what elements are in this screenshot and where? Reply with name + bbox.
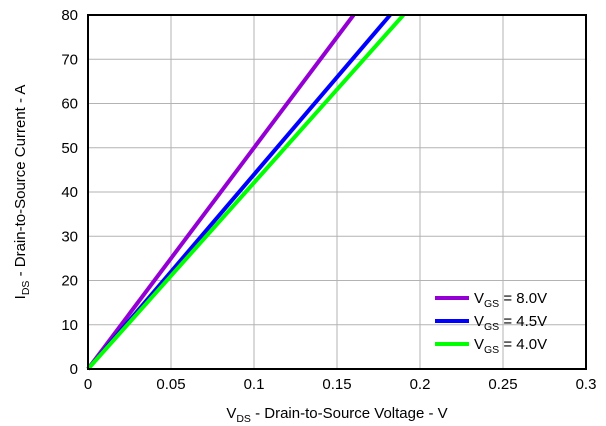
legend-label-rest: = 8.0V bbox=[499, 290, 547, 307]
legend-label-subscript: GS bbox=[484, 298, 499, 310]
y-tick-label: 40 bbox=[61, 184, 78, 201]
y-tick-label: 80 bbox=[61, 7, 78, 24]
x-axis-label: VDS - Drain-to-Source Voltage - V bbox=[226, 405, 447, 425]
x-tick-label: 0 bbox=[84, 376, 92, 393]
y-axis-label: IDS - Drain-to-Source Current - A bbox=[12, 85, 32, 300]
legend-entry-vgs-8-0v: VGS = 8.0V bbox=[435, 290, 547, 310]
x-tick-label: 0.15 bbox=[322, 376, 351, 393]
x-axis-label-main: V bbox=[226, 405, 236, 422]
y-tick-label: 30 bbox=[61, 228, 78, 245]
y-tick-label: 50 bbox=[61, 140, 78, 157]
y-tick-label: 20 bbox=[61, 273, 78, 290]
legend-label-vgs-4-0v: VGS = 4.0V bbox=[474, 336, 547, 356]
x-tick-label: 0.3 bbox=[576, 376, 597, 393]
legend-label-main: V bbox=[474, 336, 484, 353]
x-tick-label: 0.1 bbox=[244, 376, 265, 393]
grid bbox=[88, 15, 586, 369]
legend-label-main: V bbox=[474, 290, 484, 307]
legend-entry-vgs-4-5v: VGS = 4.5V bbox=[435, 313, 547, 333]
series-line-0 bbox=[86, 13, 356, 371]
y-axis-label-rest: - Drain-to-Source Current - A bbox=[12, 85, 29, 281]
x-tick-label: 0.25 bbox=[488, 376, 517, 393]
x-axis-label-subscript: DS bbox=[236, 413, 251, 425]
legend: VGS = 8.0V VGS = 4.5V VGS = 4.0V bbox=[435, 290, 547, 356]
plot-frame bbox=[87, 14, 587, 370]
y-tick-label: 60 bbox=[61, 96, 78, 113]
legend-label-vgs-4-5v: VGS = 4.5V bbox=[474, 313, 547, 333]
legend-label-rest: = 4.0V bbox=[499, 336, 547, 353]
legend-label-rest: = 4.5V bbox=[499, 313, 547, 330]
y-tick-label: 70 bbox=[61, 51, 78, 68]
y-axis-label-main: I bbox=[12, 295, 29, 299]
y-tick-labels: 0 10 20 30 40 50 60 70 80 bbox=[61, 7, 78, 378]
series-line-2 bbox=[86, 13, 405, 371]
legend-label-subscript: GS bbox=[484, 344, 499, 356]
legend-entry-vgs-4-0v: VGS = 4.0V bbox=[435, 336, 547, 356]
x-tick-label: 0.2 bbox=[410, 376, 431, 393]
x-axis-label-rest: - Drain-to-Source Voltage - V bbox=[251, 405, 448, 422]
legend-label-subscript: GS bbox=[484, 321, 499, 333]
series-lines bbox=[86, 13, 405, 371]
y-tick-label: 10 bbox=[61, 317, 78, 334]
x-tick-label: 0.05 bbox=[156, 376, 185, 393]
legend-label-vgs-8-0v: VGS = 8.0V bbox=[474, 290, 547, 310]
y-tick-label: 0 bbox=[70, 361, 78, 378]
legend-label-main: V bbox=[474, 313, 484, 330]
y-axis-label-subscript: DS bbox=[20, 281, 32, 296]
x-tick-labels: 0 0.05 0.1 0.15 0.2 0.25 0.3 bbox=[84, 376, 597, 393]
